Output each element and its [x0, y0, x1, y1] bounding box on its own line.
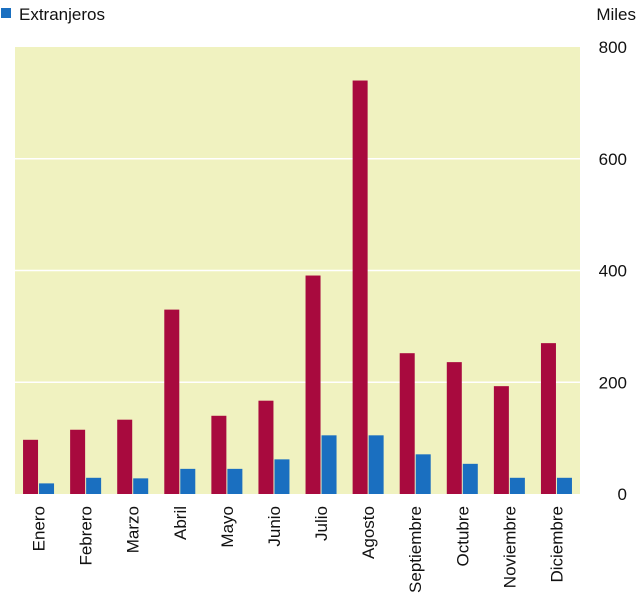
bar-extranjeros-marzo	[133, 478, 149, 494]
bar-series-1-enero	[23, 439, 39, 494]
bar-series-1-mayo	[211, 415, 227, 494]
bar-extranjeros-noviembre	[509, 477, 525, 494]
y-tick-label: 600	[599, 150, 627, 169]
bar-extranjeros-septiembre	[415, 454, 431, 494]
bar-series-1-agosto	[352, 80, 368, 495]
bars	[23, 80, 572, 495]
bar-extranjeros-enero	[39, 483, 55, 494]
bar-extranjeros-agosto	[368, 435, 384, 494]
bar-series-1-septiembre	[399, 353, 415, 494]
x-tick-label: Julio	[312, 506, 331, 541]
legend-swatch-extranjeros	[1, 8, 11, 18]
y-tick-label: 800	[599, 38, 627, 57]
y-axis: 0 200 400 600 800	[599, 38, 627, 504]
bar-extranjeros-mayo	[227, 468, 243, 494]
bar-series-1-junio	[258, 400, 274, 494]
x-tick-label: Septiembre	[406, 506, 425, 593]
legend-label-extranjeros: Extranjeros	[19, 5, 105, 24]
bar-extranjeros-diciembre	[556, 477, 572, 494]
x-tick-label: Junio	[265, 506, 284, 547]
x-tick-label: Marzo	[124, 506, 143, 553]
y-tick-label: 200	[599, 373, 627, 392]
bar-series-1-diciembre	[540, 343, 556, 494]
grid-lines	[15, 158, 580, 383]
x-tick-label: Abril	[171, 506, 190, 540]
bar-extranjeros-febrero	[86, 477, 102, 494]
y-axis-unit-label: Miles	[596, 5, 636, 24]
x-tick-label: Octubre	[453, 506, 472, 566]
bar-series-1-marzo	[117, 419, 133, 494]
x-tick-label: Noviembre	[500, 506, 519, 588]
bar-series-1-julio	[305, 275, 321, 494]
y-tick-label: 0	[618, 485, 627, 504]
x-axis: Enero Febrero Marzo Abril Mayo Junio Julio Agos…	[30, 506, 567, 593]
y-tick-label: 400	[599, 262, 627, 281]
bar-series-1-noviembre	[493, 386, 509, 494]
bar-extranjeros-abril	[180, 468, 196, 494]
x-tick-label: Febrero	[77, 506, 96, 566]
bar-series-1-febrero	[70, 429, 86, 494]
bar-extranjeros-junio	[274, 459, 290, 494]
x-tick-label: Enero	[30, 506, 49, 551]
bar-series-1-octubre	[446, 362, 462, 494]
bar-series-1-abril	[164, 309, 180, 494]
bar-extranjeros-octubre	[462, 463, 478, 494]
x-tick-label: Mayo	[218, 506, 237, 548]
x-tick-label: Agosto	[359, 506, 378, 559]
x-tick-label: Diciembre	[547, 506, 566, 583]
bar-extranjeros-julio	[321, 435, 337, 494]
